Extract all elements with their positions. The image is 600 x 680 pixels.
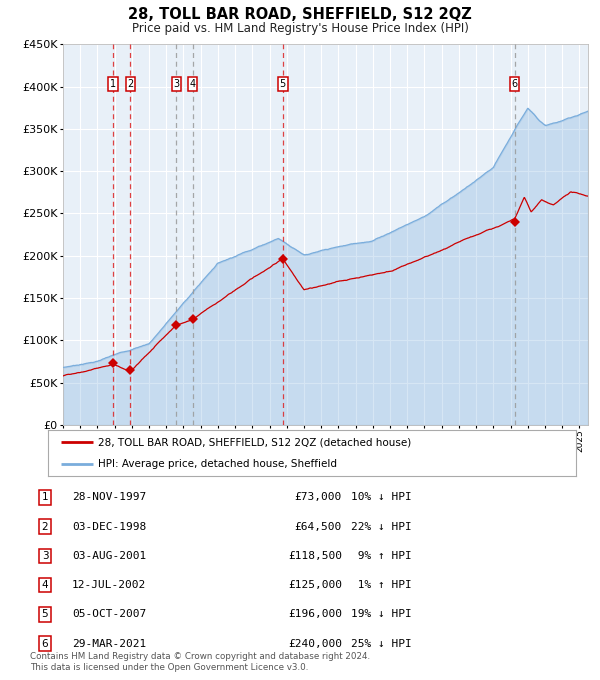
- Text: 19% ↓ HPI: 19% ↓ HPI: [351, 609, 412, 619]
- Text: £64,500: £64,500: [295, 522, 342, 532]
- Text: 2: 2: [41, 522, 49, 532]
- Text: 9% ↑ HPI: 9% ↑ HPI: [351, 551, 412, 561]
- Text: 6: 6: [41, 639, 49, 649]
- Text: 03-AUG-2001: 03-AUG-2001: [72, 551, 146, 561]
- Text: Price paid vs. HM Land Registry's House Price Index (HPI): Price paid vs. HM Land Registry's House …: [131, 22, 469, 35]
- Text: 03-DEC-1998: 03-DEC-1998: [72, 522, 146, 532]
- Text: 2: 2: [127, 79, 134, 89]
- Text: 28, TOLL BAR ROAD, SHEFFIELD, S12 2QZ: 28, TOLL BAR ROAD, SHEFFIELD, S12 2QZ: [128, 7, 472, 22]
- Text: £196,000: £196,000: [288, 609, 342, 619]
- Text: 1% ↑ HPI: 1% ↑ HPI: [351, 580, 412, 590]
- Text: 5: 5: [280, 79, 286, 89]
- Text: 28-NOV-1997: 28-NOV-1997: [72, 492, 146, 503]
- Text: HPI: Average price, detached house, Sheffield: HPI: Average price, detached house, Shef…: [98, 460, 337, 469]
- Text: 4: 4: [41, 580, 49, 590]
- Text: 12-JUL-2002: 12-JUL-2002: [72, 580, 146, 590]
- Text: 29-MAR-2021: 29-MAR-2021: [72, 639, 146, 649]
- Text: 3: 3: [41, 551, 49, 561]
- Text: £240,000: £240,000: [288, 639, 342, 649]
- Text: 22% ↓ HPI: 22% ↓ HPI: [351, 522, 412, 532]
- Text: 4: 4: [190, 79, 196, 89]
- Text: 1: 1: [110, 79, 116, 89]
- Text: £73,000: £73,000: [295, 492, 342, 503]
- Text: Contains HM Land Registry data © Crown copyright and database right 2024.
This d: Contains HM Land Registry data © Crown c…: [30, 652, 370, 672]
- Text: 5: 5: [41, 609, 49, 619]
- Text: 05-OCT-2007: 05-OCT-2007: [72, 609, 146, 619]
- Text: £125,000: £125,000: [288, 580, 342, 590]
- Text: 6: 6: [512, 79, 518, 89]
- Text: 3: 3: [173, 79, 179, 89]
- Text: 28, TOLL BAR ROAD, SHEFFIELD, S12 2QZ (detached house): 28, TOLL BAR ROAD, SHEFFIELD, S12 2QZ (d…: [98, 437, 412, 447]
- Text: 1: 1: [41, 492, 49, 503]
- Text: 25% ↓ HPI: 25% ↓ HPI: [351, 639, 412, 649]
- Text: £118,500: £118,500: [288, 551, 342, 561]
- Text: 10% ↓ HPI: 10% ↓ HPI: [351, 492, 412, 503]
